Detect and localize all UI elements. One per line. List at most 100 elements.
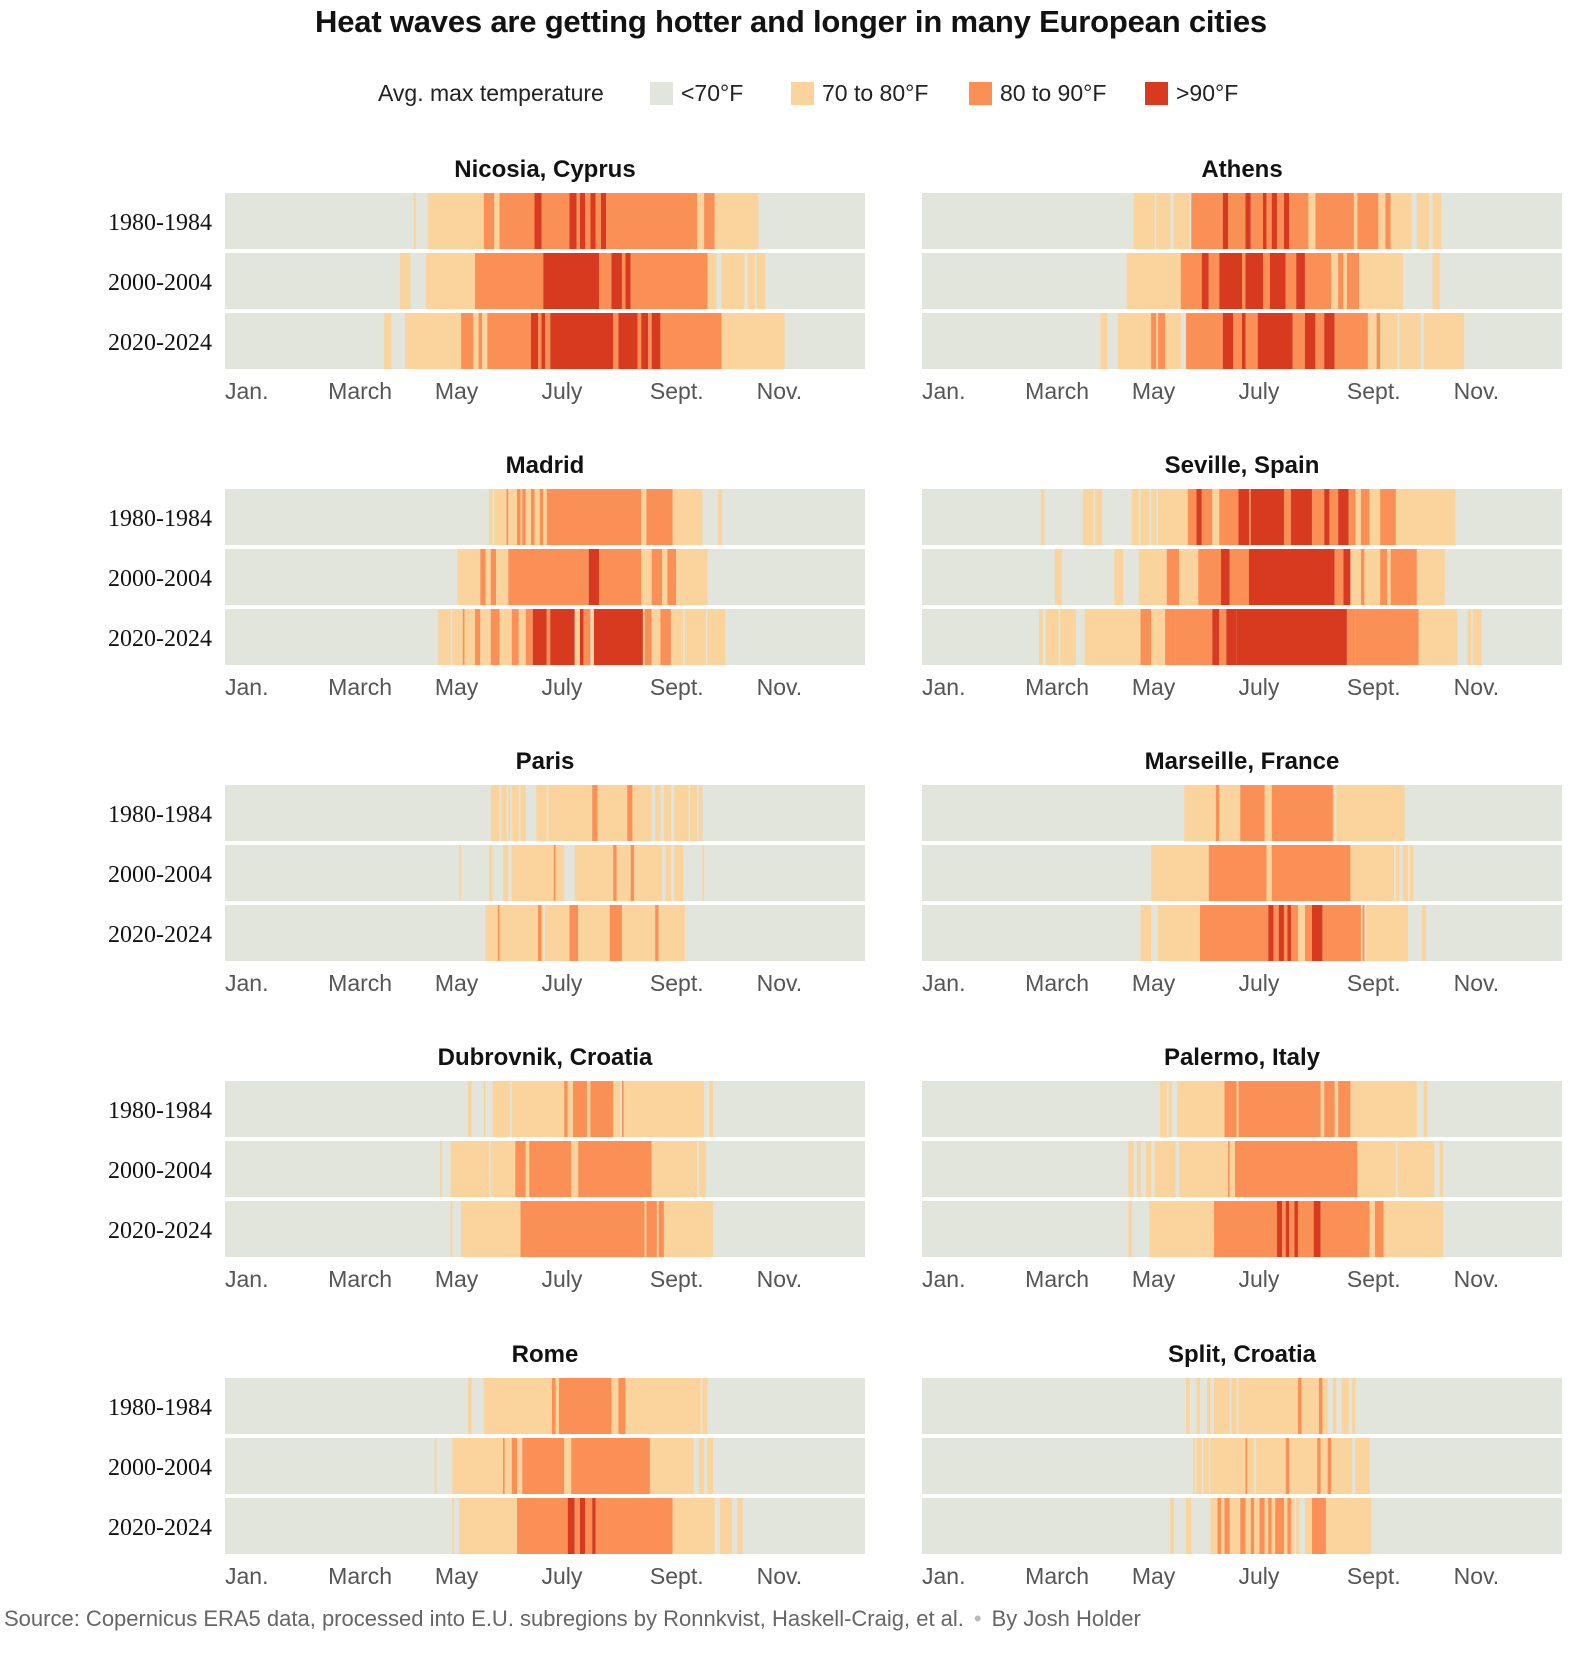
day-segment	[1210, 1498, 1218, 1554]
month-tick-label: Sept.	[650, 970, 704, 996]
month-tick-label: Sept.	[1347, 1266, 1401, 1292]
month-tick-label: Sept.	[1347, 674, 1401, 700]
row-label: 2020-2024	[108, 1515, 212, 1541]
day-segment	[651, 609, 661, 665]
day-segment	[499, 193, 535, 249]
day-segment	[499, 905, 539, 961]
day-segment	[571, 1438, 650, 1494]
city-title-split-croatia: Split, Croatia	[1168, 1341, 1317, 1368]
day-segment	[1296, 253, 1305, 309]
day-segment	[459, 845, 462, 901]
day-segment	[1084, 609, 1141, 665]
day-segment	[517, 1438, 523, 1494]
legend-swatch-70-80	[791, 82, 814, 105]
day-segment	[718, 489, 722, 545]
day-segment	[511, 609, 519, 665]
day-segment	[1334, 1081, 1339, 1137]
day-segment	[532, 609, 547, 665]
day-segment	[1145, 1141, 1152, 1197]
day-segment	[613, 1081, 621, 1137]
day-segment	[1332, 1378, 1337, 1434]
day-segment	[1128, 1201, 1132, 1257]
month-tick-label: May	[1132, 970, 1176, 996]
day-segment	[501, 785, 507, 841]
day-segment	[520, 785, 526, 841]
day-segment	[473, 313, 479, 369]
day-segment	[1224, 1081, 1237, 1137]
day-segment	[480, 609, 491, 665]
day-segment	[1360, 905, 1363, 961]
day-segment	[711, 1498, 715, 1554]
day-segment	[1196, 1378, 1201, 1434]
day-segment	[600, 193, 607, 249]
small-multiples-grid: Nicosia, Cyprus 1980-1984 2000-2004 2020-20…	[108, 156, 1562, 1589]
day-segment	[1269, 253, 1286, 309]
day-segment	[1235, 1141, 1358, 1197]
day-segment	[1266, 845, 1272, 901]
day-segment	[599, 549, 642, 605]
day-segment	[1228, 1141, 1230, 1197]
day-segment	[672, 489, 680, 545]
day-segment	[1196, 1438, 1202, 1494]
day-segment	[1179, 549, 1199, 605]
day-segment	[1322, 905, 1361, 961]
day-segment	[426, 253, 476, 309]
day-segment	[1196, 489, 1202, 545]
day-segment	[1283, 193, 1290, 249]
day-segment	[737, 1498, 743, 1554]
day-segment	[1165, 609, 1176, 665]
day-segment	[1238, 489, 1249, 545]
day-segment	[597, 785, 628, 841]
day-segment	[1186, 313, 1223, 369]
day-segment	[1245, 1438, 1248, 1494]
day-segment	[496, 549, 509, 605]
day-segment	[756, 253, 766, 309]
day-segment	[1304, 905, 1312, 961]
day-segment	[1369, 1201, 1375, 1257]
day-segment	[440, 1141, 442, 1197]
day-segment	[1238, 1081, 1321, 1137]
day-segment	[545, 905, 570, 961]
separator-dot-icon: •	[973, 1606, 982, 1631]
day-segment	[1240, 785, 1265, 841]
day-segment	[1131, 489, 1139, 545]
day-segment	[1208, 845, 1267, 901]
day-segment	[1378, 193, 1386, 249]
day-segment	[660, 313, 722, 369]
day-segment	[1245, 313, 1258, 369]
day-segment	[1390, 549, 1417, 605]
day-segment	[571, 1141, 579, 1197]
day-segment	[1374, 1201, 1384, 1257]
legend-label-above-90: >90°F	[1176, 80, 1239, 106]
day-segment	[1352, 1378, 1356, 1434]
day-segment	[434, 1438, 437, 1494]
day-segment	[649, 1438, 694, 1494]
day-segment	[578, 905, 610, 961]
day-segment	[586, 1081, 591, 1137]
day-segment	[704, 193, 715, 249]
day-segment	[508, 549, 589, 605]
month-tick-label: Jan.	[922, 1563, 965, 1589]
day-segment	[464, 609, 476, 665]
day-segment	[497, 905, 500, 961]
day-segment	[525, 489, 532, 545]
day-segment	[1285, 1201, 1290, 1257]
day-segment	[555, 845, 565, 901]
day-segment	[574, 1498, 580, 1554]
day-segment	[499, 609, 512, 665]
day-segment	[492, 1081, 511, 1137]
day-segment	[1242, 313, 1246, 369]
day-segment	[630, 845, 635, 901]
day-segment	[1315, 193, 1354, 249]
day-segment	[1198, 549, 1222, 605]
day-segment	[641, 489, 647, 545]
month-tick-label: March	[328, 674, 392, 700]
day-segment	[1380, 313, 1398, 369]
day-segment	[1383, 1201, 1431, 1257]
day-segment	[546, 489, 642, 545]
day-segment	[536, 785, 547, 841]
day-segment	[1297, 1378, 1302, 1434]
day-segment	[1208, 253, 1220, 309]
day-segment	[545, 313, 551, 369]
day-segment	[520, 1201, 645, 1257]
